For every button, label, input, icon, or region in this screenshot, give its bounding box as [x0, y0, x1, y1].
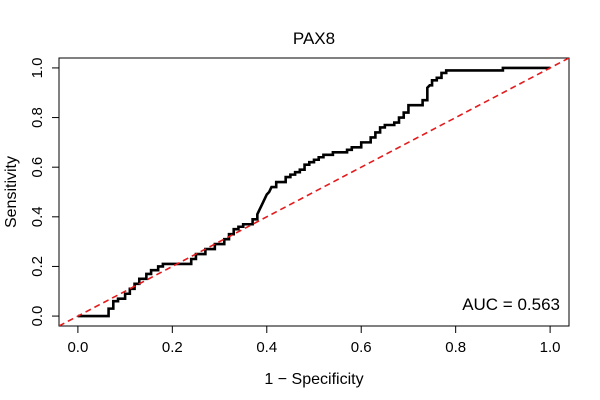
roc-curve-line — [77, 66, 551, 318]
x-tick-label: 0.2 — [162, 339, 183, 356]
x-tick-label: 0.6 — [351, 339, 372, 356]
y-tick-label: 1.0 — [29, 57, 46, 78]
x-tick-label: 1.0 — [540, 339, 561, 356]
plot-frame — [58, 57, 570, 327]
y-tick-label: 0.0 — [29, 306, 46, 327]
y-tick-label: 0.2 — [29, 256, 46, 277]
auc-annotation: AUC = 0.563 — [462, 295, 560, 314]
reference-diagonal-line — [59, 58, 569, 326]
x-axis-label: 1 − Specificity — [264, 371, 363, 388]
y-tick-label: 0.8 — [29, 107, 46, 128]
x-tick-label: 0.0 — [67, 339, 88, 356]
x-tick-label: 0.4 — [256, 339, 277, 356]
x-tick-label: 0.8 — [445, 339, 466, 356]
y-tick-label: 0.6 — [29, 157, 46, 178]
chart-title: PAX8 — [293, 29, 335, 48]
y-tick-label: 0.4 — [29, 206, 46, 227]
y-axis-label: Sensitivity — [3, 156, 20, 228]
y-axis: 0.0 0.2 0.4 0.6 0.8 1.0 — [29, 57, 59, 327]
x-axis: 0.0 0.2 0.4 0.6 0.8 1.0 — [67, 326, 561, 356]
series-layer — [59, 58, 569, 326]
